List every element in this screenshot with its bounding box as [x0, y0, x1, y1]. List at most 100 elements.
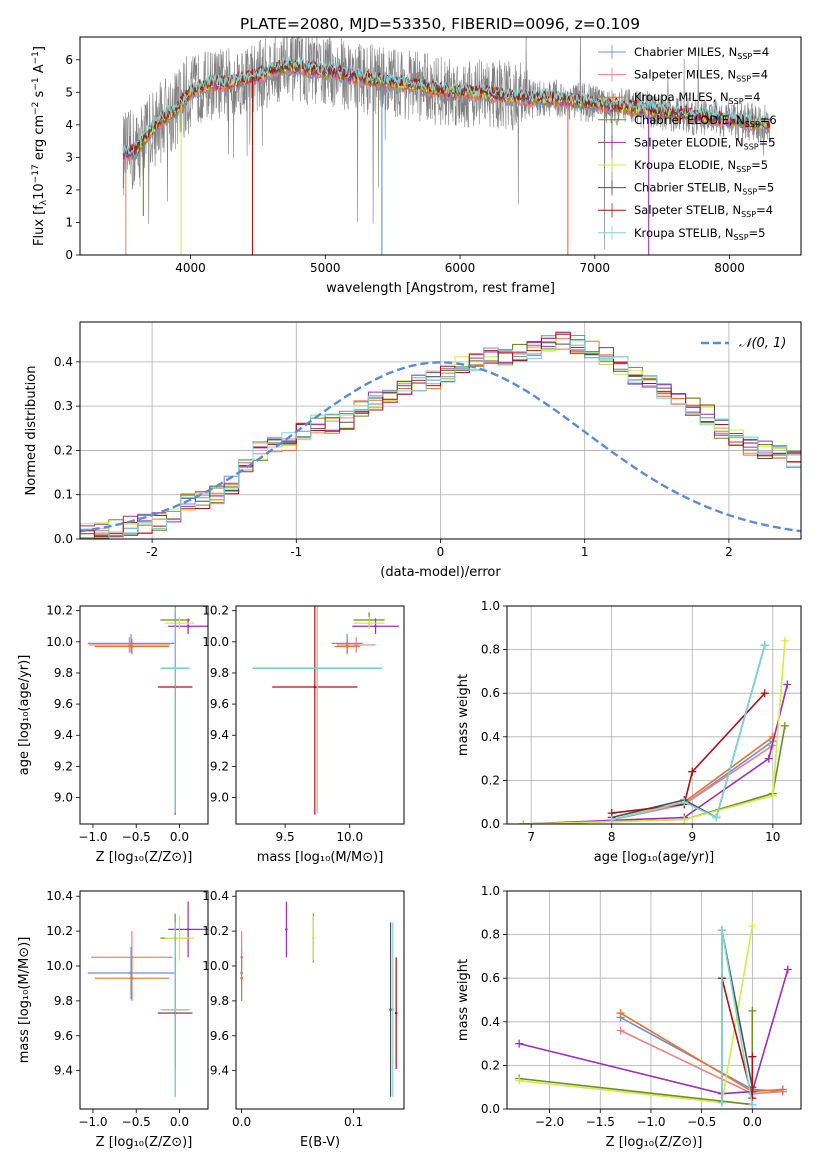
plot-area [252, 606, 399, 815]
x-axis-label: wavelength [Angstrom, rest frame] [326, 281, 555, 296]
weight-marker-salpeter-elodie [764, 754, 773, 763]
legend-label-part: Salpeter STELIB, N [634, 203, 741, 217]
y-tick-label: 0 [65, 248, 73, 262]
x-tick-label: 10.0 [336, 830, 363, 844]
point-kroupa-elodie [367, 621, 371, 625]
legend-label-part: SSP [736, 75, 751, 84]
weight-marker-salpeter-miles [616, 1026, 625, 1035]
weight-marker-kroupa-stelib [748, 1100, 757, 1109]
x-axis-label: Z [log₁₀(Z/Z⊙)] [606, 1135, 703, 1150]
point-salpeter-elodie [186, 928, 190, 931]
legend-label-part: Salpeter MILES, N [634, 68, 736, 82]
y-tick-label: 10.2 [202, 604, 229, 618]
plot-area [87, 606, 208, 815]
y-axis-label-part: A [32, 64, 47, 77]
weight-marker-kroupa-stelib [607, 815, 616, 824]
y-axis-label-part: λ [39, 199, 49, 205]
legend-label-part: SSP [744, 142, 759, 151]
legend-label-part: SSP [742, 188, 757, 197]
y-tick-label: 0.0 [54, 532, 73, 546]
point-salpeter-miles [127, 643, 131, 647]
point-salpeter-elodie [186, 624, 190, 628]
x-axis-label: (data-model)/error [380, 565, 501, 580]
x-tick-label: 0.1 [344, 1115, 363, 1129]
point-kroupa-elodie [311, 936, 315, 940]
x-tick-label: 0.0 [743, 1115, 762, 1129]
normal-curve [80, 361, 801, 533]
x-axis-label: E(B-V) [300, 1135, 340, 1150]
legend-label-part: SSP [736, 165, 751, 174]
legend-label-part: =4 [752, 45, 769, 59]
legend-label-part: Salpeter ELODIE, N [634, 135, 744, 149]
weight-marker-kroupa-elodie [680, 815, 689, 824]
point-kroupa-miles [345, 645, 349, 648]
x-axis-label: Z [log₁₀(Z/Z⊙)] [96, 1135, 193, 1150]
histogram-kroupa-elodie [80, 334, 801, 534]
y-tick-label: 1.0 [481, 884, 500, 898]
y-tick-label: 0.0 [481, 1102, 500, 1116]
axes-frame [79, 890, 209, 1110]
axes-frame [506, 605, 802, 825]
weight-marker-kroupa-elodie [519, 820, 528, 824]
y-tick-label: 0.4 [481, 730, 500, 744]
y-tick-label: 0.2 [481, 773, 500, 787]
x-axis-label: Z [log₁₀(Z/Z⊙)] [96, 850, 193, 865]
weight-marker-kroupa-elodie [748, 921, 757, 930]
legend-label-part: SSP [745, 120, 760, 129]
legend-label: Chabrier ELODIE, NSSP=6 [634, 113, 777, 129]
y-tick-label: 9.2 [210, 759, 229, 773]
y-tick-label: 10.0 [46, 959, 73, 973]
x-axis-label: age [log₁₀(age/yr)] [594, 850, 715, 865]
y-tick-label: 9.6 [210, 697, 229, 711]
y-axis-label: age [log₁₀(age/yr)] [17, 655, 32, 776]
x-tick-label: 5000 [310, 261, 341, 275]
point-kroupa-stelib [391, 1008, 395, 1011]
x-tick-label: −1.0 [78, 830, 107, 844]
weight-marker-kroupa-stelib [760, 641, 769, 650]
legend-label-part: SSP [741, 210, 756, 219]
legend-label-part: =4 [744, 90, 761, 104]
y-tick-label: 9.0 [54, 791, 73, 805]
x-tick-label: 0.0 [232, 1115, 251, 1129]
x-tick-label: −1.0 [78, 1115, 107, 1129]
point-kroupa-stelib [173, 666, 177, 670]
axes-frame [79, 36, 802, 256]
y-axis-label-part: 10 [32, 183, 47, 200]
y-tick-label: 0.2 [481, 1058, 500, 1072]
weight-line-kroupa-elodie [523, 640, 786, 824]
x-tick-label: 10 [765, 830, 780, 844]
age-vs-metallicity-panel: −1.0 −0.5 0.0 9.0 9.2 9.4 9.6 9.8 10.0 10.2 Z [log… [17, 604, 209, 865]
y-tick-label: 9.6 [54, 697, 73, 711]
y-tick-label: 9.8 [210, 666, 229, 680]
y-axis-label: mass weight [456, 959, 471, 1041]
y-tick-label: 10.0 [202, 959, 229, 973]
point-kroupa-stelib [173, 1008, 177, 1011]
legend-label: Kroupa ELODIE, NSSP=5 [634, 158, 768, 174]
axes-frame [235, 890, 405, 1110]
point-salpeter-stelib [313, 685, 317, 689]
y-axis-label-part: s [32, 90, 47, 101]
weight-marker-kroupa-stelib [680, 798, 689, 807]
weight-vs-age-panel: 7 8 9 10 0.0 0.2 0.4 0.6 0.8 1.0 age [log₁₀(age/yr… [456, 599, 802, 865]
y-axis-label: mass [log₁₀(M/M⊙)] [17, 937, 32, 1064]
weight-marker-salpeter-elodie [515, 1039, 524, 1048]
weight-line-chabrier-stelib [611, 644, 766, 819]
y-tick-label: 10.4 [46, 889, 73, 903]
weight-marker-chabrier-elodie [748, 1006, 757, 1015]
y-tick-label: 9.8 [54, 666, 73, 680]
weight-marker-salpeter-stelib [748, 1052, 757, 1061]
weight-marker-salpeter-stelib [760, 689, 769, 698]
y-axis-label-part: erg cm [32, 115, 47, 164]
x-tick-label: 0.0 [170, 1115, 189, 1129]
legend-label-part: SSP [734, 233, 749, 242]
axes-frame [79, 321, 802, 540]
x-tick-label: 0 [437, 545, 445, 559]
plot-area [80, 331, 801, 539]
y-tick-label: 0.4 [481, 1015, 500, 1029]
legend-label: Salpeter MILES, NSSP=4 [634, 68, 768, 84]
y-tick-label: 5 [65, 85, 73, 99]
age-vs-mass-panel: 9.5 10.0 9.0 9.2 9.4 9.6 9.8 10.0 10.2 mass [log₁… [202, 604, 405, 865]
point-salpeter-elodie [374, 624, 377, 628]
y-tick-label: 10.2 [202, 924, 229, 938]
